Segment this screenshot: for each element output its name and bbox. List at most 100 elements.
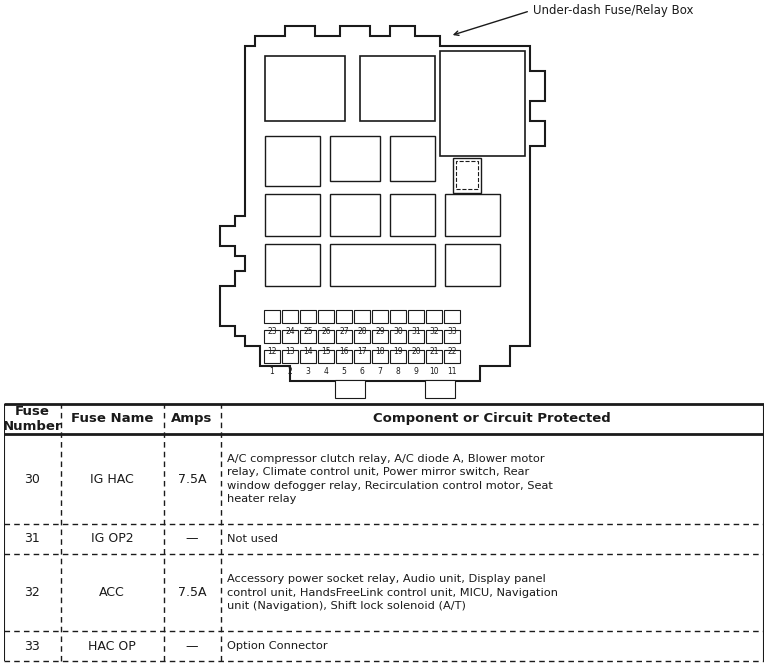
Text: 18: 18 (376, 347, 385, 356)
Text: 30: 30 (393, 327, 403, 336)
Bar (360, 56, 435, 121)
Text: 21: 21 (429, 347, 439, 356)
Bar (390, 136, 435, 181)
Bar (336, 350, 352, 363)
Text: 4: 4 (323, 367, 329, 376)
Text: —: — (186, 533, 198, 545)
Bar (440, 51, 525, 156)
Bar (372, 310, 388, 323)
Bar (330, 194, 380, 236)
Text: IG HAC: IG HAC (91, 473, 134, 485)
Text: 24: 24 (285, 327, 295, 336)
Text: 5: 5 (342, 367, 346, 376)
Bar (300, 350, 316, 363)
Bar (330, 136, 380, 181)
Bar (390, 330, 406, 343)
Text: 28: 28 (357, 327, 367, 336)
Text: 33: 33 (447, 327, 457, 336)
Text: 23: 23 (267, 327, 276, 336)
Bar (456, 161, 478, 189)
Text: 22: 22 (447, 347, 457, 356)
Text: 8: 8 (396, 367, 400, 376)
Bar (444, 330, 460, 343)
Bar (390, 350, 406, 363)
Bar (445, 194, 500, 236)
Text: 1: 1 (270, 367, 274, 376)
Text: 25: 25 (303, 327, 313, 336)
Bar (282, 330, 298, 343)
Text: 33: 33 (25, 640, 40, 653)
Bar (425, 380, 455, 398)
Bar (300, 310, 316, 323)
Text: 3: 3 (306, 367, 310, 376)
Text: Fuse Name: Fuse Name (71, 412, 154, 426)
Text: Amps: Amps (171, 412, 213, 426)
Bar (354, 310, 370, 323)
Text: 31: 31 (25, 533, 40, 545)
Text: 26: 26 (321, 327, 331, 336)
Bar (354, 350, 370, 363)
Bar (265, 244, 320, 286)
Text: 19: 19 (393, 347, 402, 356)
Text: 32: 32 (25, 586, 40, 599)
Text: 12: 12 (267, 347, 276, 356)
Text: 20: 20 (411, 347, 421, 356)
Bar (318, 350, 334, 363)
Bar (426, 350, 442, 363)
Text: 31: 31 (411, 327, 421, 336)
Bar (264, 330, 280, 343)
Bar (282, 350, 298, 363)
Bar (408, 350, 424, 363)
Text: IG OP2: IG OP2 (91, 533, 134, 545)
Bar (264, 310, 280, 323)
Bar (354, 330, 370, 343)
Text: Fuse
Number: Fuse Number (2, 405, 62, 433)
Text: Component or Circuit Protected: Component or Circuit Protected (373, 412, 611, 426)
Bar (330, 244, 435, 286)
Bar (318, 310, 334, 323)
Text: 11: 11 (447, 367, 457, 376)
Text: 7: 7 (378, 367, 382, 376)
Text: 2: 2 (288, 367, 293, 376)
Text: 14: 14 (303, 347, 313, 356)
Text: Option Connector: Option Connector (227, 641, 327, 651)
Text: 9: 9 (413, 367, 419, 376)
Text: HAC OP: HAC OP (88, 640, 136, 653)
Bar (444, 350, 460, 363)
Bar (265, 56, 345, 121)
Text: 6: 6 (359, 367, 365, 376)
Text: 29: 29 (376, 327, 385, 336)
Text: 30: 30 (25, 473, 40, 485)
Bar (372, 350, 388, 363)
Bar (265, 136, 320, 186)
Bar (426, 310, 442, 323)
Polygon shape (220, 26, 545, 381)
Bar (450, 56, 520, 146)
Bar (453, 158, 481, 193)
Bar (336, 310, 352, 323)
Bar (408, 310, 424, 323)
Bar (408, 330, 424, 343)
Text: 32: 32 (429, 327, 439, 336)
Bar (335, 380, 365, 398)
Bar (444, 310, 460, 323)
Bar (372, 330, 388, 343)
Text: Not used: Not used (227, 534, 277, 544)
Text: 7.5A: 7.5A (177, 473, 207, 485)
Text: 10: 10 (429, 367, 439, 376)
Text: 27: 27 (339, 327, 349, 336)
Bar (445, 244, 500, 286)
Text: 16: 16 (339, 347, 349, 356)
Text: A/C compressor clutch relay, A/C diode A, Blower motor
relay, Climate control un: A/C compressor clutch relay, A/C diode A… (227, 454, 552, 504)
Text: 17: 17 (357, 347, 367, 356)
Bar (390, 310, 406, 323)
Text: 7.5A: 7.5A (177, 586, 207, 599)
Bar (264, 350, 280, 363)
Bar (265, 194, 320, 236)
Bar (390, 194, 435, 236)
Bar (318, 330, 334, 343)
Bar (282, 310, 298, 323)
Text: ACC: ACC (99, 586, 125, 599)
Text: Under-dash Fuse/Relay Box: Under-dash Fuse/Relay Box (533, 5, 694, 17)
Text: 13: 13 (285, 347, 295, 356)
